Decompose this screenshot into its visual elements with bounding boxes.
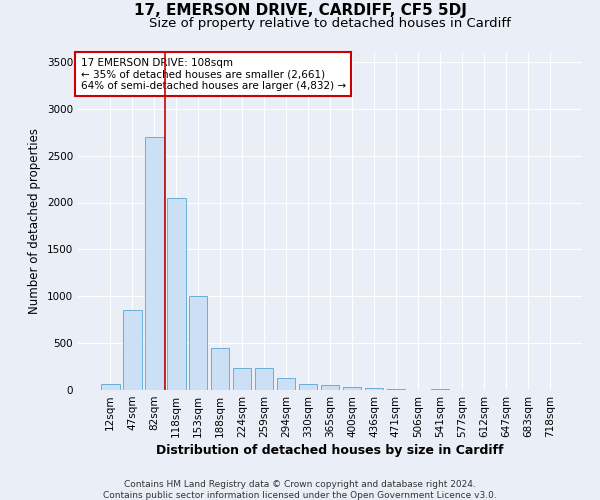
Bar xyxy=(386,388,405,390)
Bar xyxy=(343,387,361,390)
Y-axis label: Number of detached properties: Number of detached properties xyxy=(28,128,41,314)
Bar xyxy=(101,384,119,390)
Bar xyxy=(299,384,317,390)
Bar xyxy=(189,296,208,390)
Text: Contains HM Land Registry data © Crown copyright and database right 2024.
Contai: Contains HM Land Registry data © Crown c… xyxy=(103,480,497,500)
Bar xyxy=(365,388,383,390)
Bar xyxy=(431,388,449,390)
X-axis label: Distribution of detached houses by size in Cardiff: Distribution of detached houses by size … xyxy=(156,444,504,457)
Bar xyxy=(167,198,185,390)
Bar xyxy=(233,368,251,390)
Bar xyxy=(211,348,229,390)
Text: 17 EMERSON DRIVE: 108sqm
← 35% of detached houses are smaller (2,661)
64% of sem: 17 EMERSON DRIVE: 108sqm ← 35% of detach… xyxy=(80,58,346,91)
Bar xyxy=(145,137,164,390)
Bar xyxy=(123,310,142,390)
Title: Size of property relative to detached houses in Cardiff: Size of property relative to detached ho… xyxy=(149,18,511,30)
Bar xyxy=(255,368,274,390)
Bar xyxy=(277,378,295,390)
Text: 17, EMERSON DRIVE, CARDIFF, CF5 5DJ: 17, EMERSON DRIVE, CARDIFF, CF5 5DJ xyxy=(134,2,466,18)
Bar xyxy=(320,386,340,390)
